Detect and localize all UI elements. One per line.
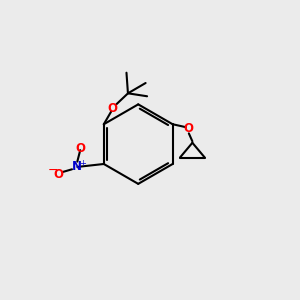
Text: N: N <box>72 160 82 173</box>
Text: +: + <box>79 159 86 168</box>
Text: O: O <box>184 122 194 135</box>
Text: O: O <box>108 101 118 115</box>
Text: O: O <box>53 168 63 181</box>
Text: −: − <box>48 164 58 177</box>
Text: O: O <box>75 142 85 155</box>
